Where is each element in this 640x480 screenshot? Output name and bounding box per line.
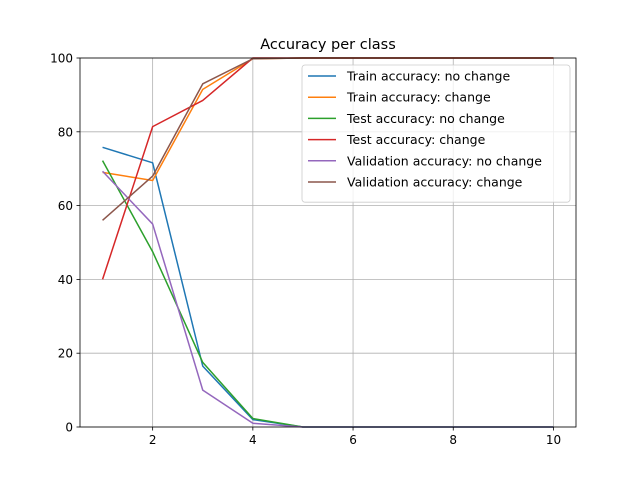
chart-title: Accuracy per class — [260, 37, 396, 53]
plot-frame — [79, 57, 577, 428]
legend-label-6: Validation accuracy: change — [347, 175, 523, 190]
y-tick-label: 80 — [58, 125, 73, 139]
x-tick-label: 8 — [449, 433, 457, 447]
x-tick-label: 4 — [249, 433, 257, 447]
legend-label-1: Train accuracy: no change — [346, 69, 510, 84]
y-tick-label: 60 — [58, 199, 73, 213]
x-tick-label: 6 — [349, 433, 357, 447]
legend-box — [301, 64, 571, 203]
legend-label-2: Train accuracy: change — [346, 90, 491, 105]
x-tick-label: 10 — [546, 433, 561, 447]
legend-label-3: Test accuracy: no change — [346, 111, 505, 126]
y-tick-label: 20 — [58, 347, 73, 361]
y-tick-label: 0 — [65, 421, 73, 435]
legend: Train accuracy: no change Train accuracy:… — [301, 64, 571, 203]
x-tick-label: 2 — [149, 433, 157, 447]
y-tick-label: 40 — [58, 273, 73, 287]
legend-label-4: Test accuracy: change — [346, 132, 486, 147]
series-line-5 — [102, 170, 554, 428]
legend-label-5: Validation accuracy: no change — [347, 153, 542, 168]
y-tick-label: 100 — [50, 52, 73, 66]
